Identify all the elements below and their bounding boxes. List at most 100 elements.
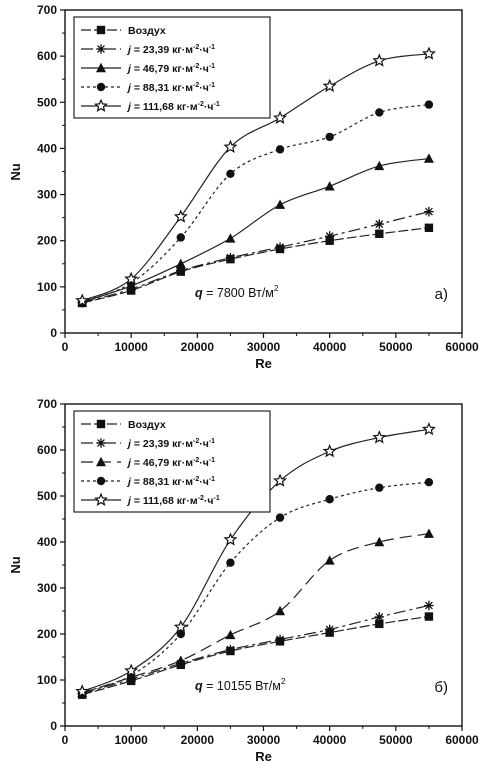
data-point <box>176 233 185 242</box>
data-point <box>173 619 188 634</box>
heat-flux-annotation: q = 7800 Вт/м2 <box>195 283 279 300</box>
legend-label: j = 46,79 кг·м-2·ч-1 <box>126 63 215 75</box>
legend-exponent: -1 <box>213 495 219 502</box>
data-point <box>225 629 236 640</box>
legend-var: j <box>126 457 132 469</box>
legend-marker <box>96 25 106 35</box>
data-point <box>223 139 238 154</box>
legend-entry: j = 88,31 кг·м-2·ч-1 <box>81 82 215 94</box>
data-point <box>124 271 139 285</box>
data-point <box>424 600 434 611</box>
y-tick-label: 100 <box>37 673 57 687</box>
data-point <box>75 293 90 307</box>
legend-text: ·ч <box>199 476 209 488</box>
legend-label: j = 23,39 кг·м-2·ч-1 <box>126 438 215 450</box>
legend-exponent: -1 <box>209 82 215 89</box>
data-point <box>275 145 285 154</box>
x-tick-label: 40000 <box>313 733 347 747</box>
data-point <box>322 444 337 458</box>
legend-entry: Воздух <box>81 419 166 431</box>
legend-var: j <box>126 101 132 113</box>
data-point <box>273 473 288 487</box>
annotation-var: q <box>195 679 203 693</box>
data-point <box>374 160 385 171</box>
legend-exponent: -2 <box>193 82 199 89</box>
legend-text: ·ч <box>204 495 214 507</box>
y-axis-label: Nu <box>8 163 23 180</box>
legend-label: Воздух <box>128 25 166 37</box>
legend-text: = 111,68 кг·м <box>131 495 198 507</box>
annotation-exponent: 2 <box>281 676 286 686</box>
data-point <box>176 629 185 639</box>
annotation-text: = 7800 Вт/м <box>203 286 274 300</box>
legend-label: j = 111,68 кг·м-2·ч-1 <box>126 101 220 113</box>
data-point <box>273 110 288 124</box>
data-point <box>75 684 90 698</box>
data-point <box>374 612 385 622</box>
legend-text: = 88,31 кг·м <box>131 476 193 488</box>
data-point <box>424 612 434 621</box>
legend-exponent: -2 <box>193 476 199 483</box>
data-point <box>223 532 238 546</box>
x-tick-label: 50000 <box>379 733 413 747</box>
legend-text: ·ч <box>204 101 214 113</box>
legend-exponent: -1 <box>209 438 215 445</box>
data-point <box>423 153 434 163</box>
data-point <box>374 536 385 547</box>
data-point <box>375 229 384 238</box>
legend-text: ·ч <box>199 82 209 94</box>
y-tick-label: 200 <box>37 627 57 641</box>
legend-text: = 111,68 кг·м <box>131 101 198 113</box>
series-line <box>81 428 430 693</box>
legend-exponent: -1 <box>213 101 219 108</box>
legend-exponent: -2 <box>198 495 204 502</box>
legend-text: ·ч <box>199 63 209 75</box>
legend-exponent: -2 <box>193 44 199 51</box>
legend-label: Воздух <box>128 419 166 431</box>
legend-text: = 23,39 кг·м <box>131 44 193 56</box>
data-point <box>124 663 139 677</box>
y-tick-label: 500 <box>37 95 57 109</box>
legend-text: Воздух <box>128 419 166 431</box>
data-point <box>175 655 186 665</box>
legend-text: = 23,39 кг·м <box>131 438 193 450</box>
data-point <box>275 199 286 209</box>
legend-var: j <box>126 438 132 450</box>
legend-entry: j = 23,39 кг·м-2·ч-1 <box>81 44 215 56</box>
legend-label: j = 88,31 кг·м-2·ч-1 <box>126 476 215 488</box>
data-point <box>324 181 335 191</box>
legend-label: j = 111,68 кг·м-2·ч-1 <box>126 495 220 507</box>
data-point <box>324 555 335 565</box>
legend-exponent: -2 <box>193 438 199 445</box>
y-tick-label: 100 <box>37 280 57 294</box>
legend-var: j <box>126 495 132 507</box>
data-point <box>275 242 285 252</box>
data-point <box>275 605 286 616</box>
x-tick-label: 30000 <box>247 340 281 354</box>
series-line <box>81 103 430 303</box>
legend-exponent: -1 <box>209 44 215 51</box>
legend-exponent: -1 <box>209 63 215 70</box>
legend-text: = 46,79 кг·м <box>131 457 193 469</box>
annotation-exponent: 2 <box>274 283 279 293</box>
y-axis-label: Nu <box>8 556 23 573</box>
chart-panel-b: 0 10000 20000 30000 40000 50000 60000 0 100 200 30… <box>8 397 479 764</box>
data-point <box>175 265 186 276</box>
data-point <box>325 495 334 504</box>
legend-exponent: -2 <box>193 63 199 70</box>
legend-exponent: -1 <box>209 457 215 464</box>
x-tick-label: 10000 <box>114 733 148 747</box>
y-tick-label: 0 <box>50 326 57 340</box>
data-point <box>423 528 434 538</box>
x-tick-label: 60000 <box>445 733 479 747</box>
legend-label: j = 46,79 кг·м-2·ч-1 <box>126 457 215 469</box>
legend-var: j <box>126 44 132 56</box>
legend-marker <box>96 456 106 467</box>
panel-label: б) <box>434 679 448 696</box>
legend-entry: j = 46,79 кг·м-2·ч-1 <box>81 62 215 75</box>
legend-text: = 88,31 кг·м <box>131 82 193 94</box>
x-tick-label: 10000 <box>114 340 148 354</box>
series-line <box>82 211 430 304</box>
